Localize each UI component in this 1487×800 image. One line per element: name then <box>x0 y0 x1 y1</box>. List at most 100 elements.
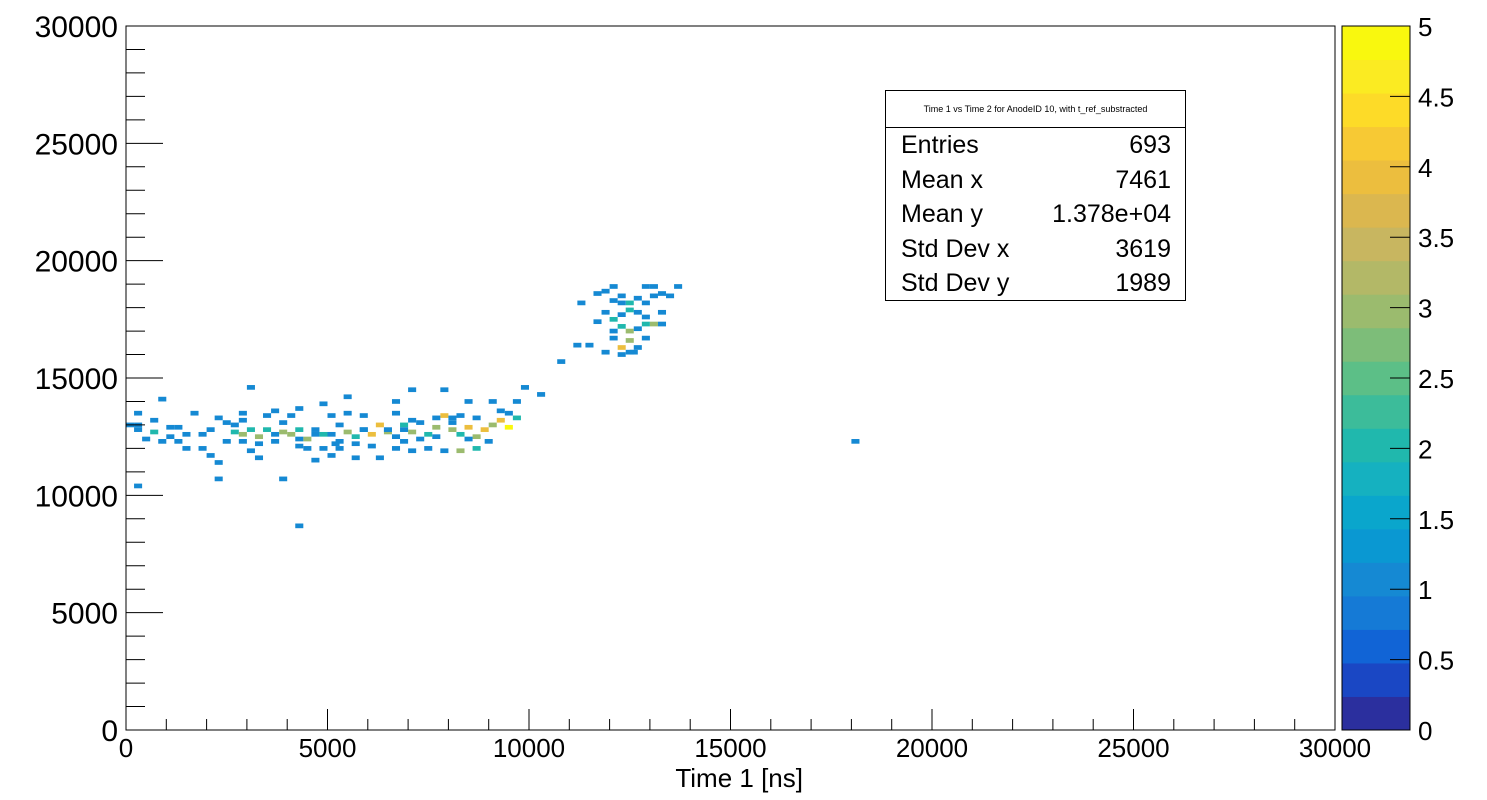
palette-swatch <box>1342 193 1410 228</box>
histogram-cell <box>557 359 566 364</box>
histogram-cell <box>222 439 231 444</box>
histogram-cell <box>279 476 288 482</box>
histogram-cell <box>432 415 441 421</box>
histogram-cell <box>343 410 352 416</box>
histogram-cell <box>335 422 344 428</box>
histogram-cell <box>351 434 360 440</box>
histogram-cell <box>432 424 441 430</box>
histogram-cell <box>609 316 618 322</box>
x-tick-label: 25000 <box>1097 733 1169 763</box>
histogram-cell <box>448 427 457 432</box>
histogram-cell <box>609 298 618 303</box>
histogram-cell <box>214 415 223 421</box>
histogram-cell <box>625 338 634 343</box>
histogram-cell <box>625 349 634 355</box>
z-tick-label: 3.5 <box>1418 223 1454 253</box>
histogram-cell <box>134 427 143 432</box>
histogram-cell <box>440 387 449 393</box>
histogram-cell <box>351 441 360 447</box>
histogram-cell <box>617 352 626 357</box>
histogram-cell <box>520 385 529 390</box>
z-tick-label: 4.5 <box>1418 82 1454 112</box>
histogram-cell <box>400 427 409 432</box>
x-tick-label: 20000 <box>896 733 968 763</box>
histogram-cell <box>391 410 401 416</box>
histogram-cell <box>343 429 352 435</box>
histogram-cell <box>585 342 594 348</box>
z-tick-label: 0 <box>1418 716 1432 746</box>
histogram-cell <box>641 314 650 320</box>
histogram-cell <box>408 429 417 435</box>
y-tick-label: 0 <box>101 715 118 748</box>
palette-swatch <box>1342 160 1410 195</box>
z-tick-label: 0.5 <box>1418 646 1454 676</box>
histogram-cell <box>649 321 658 327</box>
histogram-cell <box>254 434 264 440</box>
palette-swatch <box>1342 662 1410 697</box>
x-tick-label: 5000 <box>299 733 357 763</box>
histogram-cell <box>456 413 465 418</box>
histogram-cell <box>641 335 650 341</box>
histogram-cell <box>254 441 264 447</box>
stats-std-x-value: 3619 <box>1115 234 1171 263</box>
histogram-cell <box>182 446 191 451</box>
histogram-cell <box>254 455 264 461</box>
histogram-cell <box>633 309 642 315</box>
histogram-cell <box>359 413 368 418</box>
histogram-cell <box>456 431 465 437</box>
z-tick-label: 4 <box>1418 153 1432 183</box>
palette-swatch <box>1342 260 1410 295</box>
histogram-cell <box>649 293 658 299</box>
histogram-cell <box>573 342 582 348</box>
histogram-cell <box>472 446 481 451</box>
histogram-cell <box>400 422 409 428</box>
histogram-cell <box>504 424 513 430</box>
histogram-cell <box>488 422 497 428</box>
histogram-cell <box>601 288 610 294</box>
histogram-cell <box>625 300 634 306</box>
histogram-cell <box>198 446 207 451</box>
histogram-cell <box>629 349 638 355</box>
stats-mean-x-label: Mean x <box>901 165 983 194</box>
histogram-cell <box>456 448 465 454</box>
x-tick-label: 0 <box>119 733 133 763</box>
histogram-cell <box>166 424 175 430</box>
palette-swatch <box>1342 629 1410 664</box>
histogram-cell <box>327 413 336 418</box>
x-tick-label: 10000 <box>493 733 565 763</box>
histogram-cell <box>166 434 175 440</box>
palette-swatch <box>1342 562 1410 597</box>
histogram-cell <box>472 434 481 440</box>
x-tick-label: 30000 <box>1299 733 1371 763</box>
histogram-cell <box>464 436 473 442</box>
histogram-cell <box>472 415 481 421</box>
histogram-cell <box>657 321 667 327</box>
z-tick-label: 1.5 <box>1418 505 1454 535</box>
histogram-cell <box>383 427 392 432</box>
histogram-cell <box>601 349 610 355</box>
histogram-cell <box>150 417 159 423</box>
y-tick-label: 15000 <box>35 363 118 396</box>
palette-swatch <box>1342 294 1410 329</box>
histogram-cell <box>174 439 183 444</box>
histogram-cell <box>351 455 360 461</box>
y-tick-label: 10000 <box>35 480 118 513</box>
stats-row-std-x: Std Dev x 3619 <box>886 232 1185 267</box>
histogram-cells <box>126 284 860 529</box>
histogram-cell <box>190 410 199 416</box>
palette-swatch <box>1342 696 1410 731</box>
histogram-cell <box>295 443 304 449</box>
palette-swatch <box>1342 227 1410 262</box>
histogram-cell <box>246 385 255 390</box>
histogram-cell <box>649 284 658 289</box>
histogram-cell <box>319 431 328 437</box>
histogram-cell <box>246 427 255 432</box>
histogram-cell <box>617 300 626 306</box>
histogram-cell <box>375 455 384 461</box>
histogram-cell <box>416 436 425 442</box>
histogram-cell <box>448 420 457 425</box>
histogram-cell <box>335 446 344 451</box>
stats-row-mean-x: Mean x 7461 <box>886 163 1185 198</box>
x-tick-label: 15000 <box>694 733 766 763</box>
histogram-cell <box>230 429 239 435</box>
